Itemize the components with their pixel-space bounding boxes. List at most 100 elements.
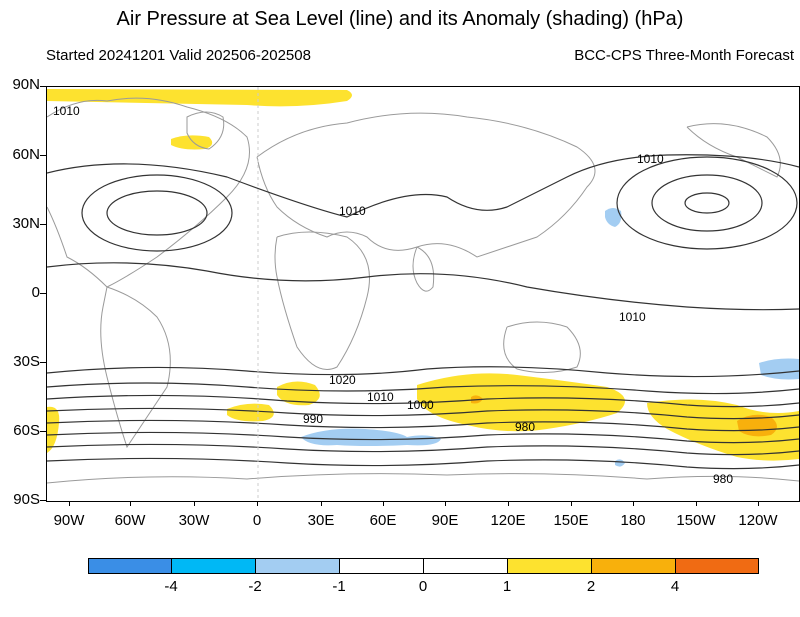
lon-tick bbox=[383, 500, 384, 506]
contour-line bbox=[81, 174, 233, 252]
colorbar-label: -2 bbox=[248, 578, 262, 595]
lon-label-120e: 120E bbox=[490, 512, 526, 529]
anomaly-patch bbox=[47, 406, 60, 453]
coastline-greenland bbox=[186, 111, 225, 150]
lon-tick bbox=[508, 500, 509, 506]
anomaly-patch bbox=[759, 358, 799, 380]
map-panel: 1010 1010 1010 1010 1020 1010 1000 990 9… bbox=[46, 86, 800, 502]
contour-line bbox=[47, 394, 799, 408]
coastline-antarctica bbox=[47, 473, 799, 484]
contour-labels: 1010 1010 1010 1010 1020 1010 1000 990 9… bbox=[53, 104, 733, 486]
lat-tick bbox=[40, 224, 46, 225]
colorbar-box bbox=[591, 558, 676, 574]
lat-tick bbox=[40, 293, 46, 294]
colorbar-label: 0 bbox=[418, 578, 428, 595]
lat-label-30s: 30S bbox=[13, 353, 40, 370]
colorbar-label: 4 bbox=[670, 578, 680, 595]
lon-tick bbox=[633, 500, 634, 506]
colorbar-label: 1 bbox=[502, 578, 512, 595]
lat-label-90n: 90N bbox=[12, 76, 40, 93]
colorbar-box bbox=[88, 558, 172, 574]
coastline-south-america bbox=[100, 286, 171, 449]
anomaly-patch bbox=[171, 135, 213, 150]
lon-label-60w: 60W bbox=[114, 512, 146, 529]
lat-label-30n: 30N bbox=[12, 215, 40, 232]
contour-line bbox=[47, 419, 799, 432]
anomaly-patch bbox=[605, 208, 622, 227]
colorbar-label: -4 bbox=[164, 578, 178, 595]
colorbar-box bbox=[675, 558, 759, 574]
anomaly-patch bbox=[417, 373, 625, 432]
lon-label-30w: 30W bbox=[178, 512, 210, 529]
lon-label-150w: 150W bbox=[676, 512, 716, 529]
anomaly-patch bbox=[615, 459, 625, 467]
anomaly-patch bbox=[301, 428, 441, 446]
figure-title: Air Pressure at Sea Level (line) and its… bbox=[116, 8, 684, 30]
anomaly-patch bbox=[47, 89, 352, 107]
contour-label: 1010 bbox=[619, 310, 646, 324]
contour-line bbox=[47, 457, 799, 470]
anomaly-patch bbox=[277, 381, 320, 406]
colorbar-box bbox=[339, 558, 424, 574]
lon-label-180: 180 bbox=[620, 512, 646, 529]
contour-line bbox=[47, 407, 799, 420]
lat-tick bbox=[40, 155, 46, 156]
contour-label: 1010 bbox=[339, 204, 366, 218]
lon-tick bbox=[445, 500, 446, 506]
lon-label-90w: 90W bbox=[53, 512, 85, 529]
forecast-dates: Started 20241201 Valid 202506-202508 bbox=[46, 47, 311, 64]
contour-label: 1010 bbox=[367, 390, 394, 404]
coastlines bbox=[47, 97, 799, 484]
anomaly-patch bbox=[227, 403, 274, 422]
colorbar-label: -1 bbox=[332, 578, 346, 595]
colorbar-box bbox=[255, 558, 340, 574]
contour-line bbox=[651, 174, 763, 232]
contour-label: 1010 bbox=[637, 152, 664, 166]
lat-label-60n: 60N bbox=[12, 146, 40, 163]
lat-tick bbox=[40, 431, 46, 432]
lon-tick bbox=[696, 500, 697, 506]
lon-label-0: 0 bbox=[252, 512, 262, 529]
contour-label: 1010 bbox=[53, 104, 80, 118]
contour-line bbox=[47, 154, 799, 218]
lon-label-150e: 150E bbox=[553, 512, 589, 529]
map-canvas: 1010 1010 1010 1010 1020 1010 1000 990 9… bbox=[47, 87, 799, 501]
contour-line bbox=[616, 156, 798, 250]
lat-label-eq: 0 bbox=[31, 284, 40, 301]
contour-line bbox=[106, 190, 208, 236]
lon-label-30e: 30E bbox=[307, 512, 335, 529]
colorbar-box bbox=[423, 558, 508, 574]
coastline-europe-asia bbox=[256, 112, 596, 258]
lon-label-90e: 90E bbox=[431, 512, 459, 529]
lat-label-60s: 60S bbox=[13, 422, 40, 439]
lat-tick bbox=[40, 362, 46, 363]
lon-label-120w: 120W bbox=[738, 512, 778, 529]
lon-label-60e: 60E bbox=[369, 512, 397, 529]
forecast-source: BCC-CPS Three-Month Forecast bbox=[574, 47, 794, 64]
contour-label: 980 bbox=[515, 420, 535, 434]
coastline-africa bbox=[274, 231, 370, 370]
lon-tick bbox=[69, 500, 70, 506]
contour-line bbox=[47, 382, 799, 395]
coastline-india bbox=[412, 246, 435, 292]
contour-label: 1000 bbox=[407, 398, 434, 412]
lat-tick bbox=[40, 500, 46, 501]
contour-label: 980 bbox=[713, 472, 733, 486]
lat-tick bbox=[40, 86, 46, 87]
coastline-north-america bbox=[47, 97, 250, 288]
lon-tick bbox=[194, 500, 195, 506]
contour-line bbox=[47, 366, 799, 378]
contour-line bbox=[47, 443, 799, 456]
lon-tick bbox=[130, 500, 131, 506]
contour-line bbox=[47, 262, 799, 311]
contour-label: 990 bbox=[303, 412, 323, 426]
colorbar-box bbox=[171, 558, 256, 574]
lat-label-90s: 90S bbox=[13, 491, 40, 508]
pressure-contours bbox=[47, 154, 799, 470]
colorbar-box bbox=[507, 558, 592, 574]
lon-tick bbox=[571, 500, 572, 506]
contour-line bbox=[47, 431, 799, 444]
lon-tick bbox=[321, 500, 322, 506]
lon-tick bbox=[257, 500, 258, 506]
contour-label: 1020 bbox=[329, 373, 356, 387]
